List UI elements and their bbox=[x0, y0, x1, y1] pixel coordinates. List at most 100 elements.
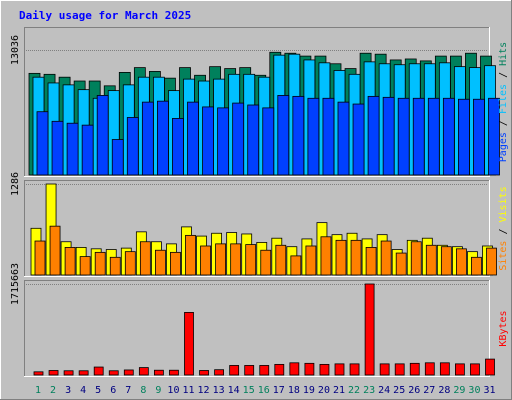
bar-kbytes-day-12 bbox=[199, 370, 209, 376]
chart-title: Daily usage for March 2025 bbox=[19, 9, 191, 22]
bar-sites-day-17 bbox=[275, 244, 287, 276]
bar-kbytes-day-5 bbox=[93, 366, 104, 376]
bar-pages-day-8 bbox=[141, 101, 154, 176]
day-label-9: 9 bbox=[155, 385, 161, 396]
legend-separator: / bbox=[498, 114, 509, 132]
day-label-13: 13 bbox=[213, 385, 225, 396]
bar-sites-day-11 bbox=[185, 234, 196, 276]
bar-kbytes-day-8 bbox=[138, 367, 149, 376]
bar-pages-day-5 bbox=[96, 95, 109, 176]
bar-pages-day-20 bbox=[322, 97, 335, 176]
day-label-18: 18 bbox=[288, 385, 300, 396]
bar-pages-day-14 bbox=[232, 102, 245, 176]
bar-kbytes-day-31 bbox=[485, 358, 495, 376]
day-label-30: 30 bbox=[468, 385, 480, 396]
max-value-label: 1715663 bbox=[10, 263, 21, 305]
legend-separator: / bbox=[498, 66, 509, 84]
bar-sites-day-1 bbox=[34, 240, 46, 276]
legend-2: Sites / Visits bbox=[498, 186, 509, 270]
bar-sites-day-28 bbox=[440, 246, 452, 276]
bar-sites-day-25 bbox=[395, 252, 407, 276]
bar-pages-day-7 bbox=[126, 117, 139, 176]
bar-sites-day-24 bbox=[380, 240, 392, 276]
bar-pages-day-22 bbox=[352, 103, 365, 176]
bar-kbytes-day-15 bbox=[244, 365, 255, 376]
day-label-12: 12 bbox=[198, 385, 210, 396]
bar-kbytes-day-2 bbox=[48, 370, 59, 376]
bar-kbytes-day-14 bbox=[229, 365, 240, 376]
bar-sites-day-20 bbox=[320, 236, 332, 276]
bar-sites-day-10 bbox=[170, 251, 181, 276]
bar-sites-day-21 bbox=[335, 239, 347, 276]
max-value-label: 1286 bbox=[10, 172, 21, 196]
legend-entry-hits: Hits bbox=[498, 42, 509, 66]
day-label-26: 26 bbox=[408, 385, 420, 396]
bar-pages-day-9 bbox=[156, 100, 169, 176]
bar-sites-day-2 bbox=[49, 225, 61, 276]
max-value-label: 13036 bbox=[10, 35, 21, 65]
bar-pages-day-16 bbox=[262, 107, 275, 176]
bar-kbytes-day-25 bbox=[394, 363, 405, 376]
day-label-31: 31 bbox=[483, 385, 495, 396]
day-label-15: 15 bbox=[243, 385, 255, 396]
day-label-24: 24 bbox=[378, 385, 390, 396]
bar-sites-day-4 bbox=[79, 256, 91, 276]
legend-entry-visits: Visits bbox=[498, 186, 509, 222]
day-label-2: 2 bbox=[50, 385, 56, 396]
bar-kbytes-day-28 bbox=[439, 362, 450, 376]
legend-entry-pages: Pages bbox=[498, 132, 509, 162]
bar-sites-day-23 bbox=[365, 247, 377, 276]
day-label-7: 7 bbox=[125, 385, 131, 396]
day-label-6: 6 bbox=[110, 385, 116, 396]
bar-pages-day-3 bbox=[66, 122, 79, 176]
day-label-22: 22 bbox=[348, 385, 360, 396]
bar-sites-day-18 bbox=[290, 255, 302, 276]
bar-kbytes-day-16 bbox=[259, 365, 270, 376]
bar-sites-day-6 bbox=[109, 256, 121, 276]
bar-kbytes-day-27 bbox=[424, 362, 435, 376]
bar-pages-day-31 bbox=[488, 97, 500, 176]
bar-pages-day-15 bbox=[247, 104, 260, 176]
panel-3: 1715663 KBytes bbox=[10, 263, 509, 377]
bar-kbytes-day-21 bbox=[334, 363, 345, 376]
day-axis: 1 2 3 4 5 6 7 8 9 10 11 12 13 14 15 16 17 18 19 20 21 22 23 24 2… bbox=[35, 385, 496, 396]
legend-entry-files: Files bbox=[498, 84, 509, 114]
bar-kbytes-day-24 bbox=[379, 363, 390, 376]
bar-pages-day-18 bbox=[292, 95, 305, 176]
day-label-19: 19 bbox=[303, 385, 315, 396]
bar-kbytes-day-30 bbox=[470, 363, 480, 376]
bar-kbytes-day-23 bbox=[364, 283, 375, 376]
bar-sites-day-3 bbox=[64, 247, 76, 276]
bar-sites-day-7 bbox=[124, 251, 136, 276]
day-label-14: 14 bbox=[228, 385, 240, 396]
bar-pages-day-23 bbox=[367, 95, 380, 176]
bar-kbytes-day-10 bbox=[169, 369, 179, 376]
panel-1: 13036 Pages / Files / Hits bbox=[10, 27, 509, 177]
bar-pages-day-13 bbox=[217, 107, 230, 176]
day-label-8: 8 bbox=[140, 385, 146, 396]
bar-kbytes-day-9 bbox=[153, 369, 164, 376]
legend-entry-sites: Sites bbox=[498, 241, 509, 271]
bar-sites-day-9 bbox=[154, 249, 166, 276]
bar-pages-day-4 bbox=[81, 124, 94, 176]
legend-1: Pages / Files / Hits bbox=[498, 42, 509, 162]
bar-kbytes-day-3 bbox=[63, 370, 74, 376]
bar-kbytes-day-22 bbox=[349, 363, 360, 376]
bar-kbytes-day-13 bbox=[214, 369, 225, 376]
legend-entry-kbytes: KBytes bbox=[498, 310, 509, 346]
bar-sites-day-29 bbox=[455, 248, 467, 276]
bar-sites-day-26 bbox=[410, 241, 422, 276]
bar-sites-day-14 bbox=[230, 243, 242, 276]
day-label-16: 16 bbox=[258, 385, 270, 396]
day-label-23: 23 bbox=[363, 385, 375, 396]
bar-pages-day-24 bbox=[382, 96, 395, 176]
day-label-3: 3 bbox=[65, 385, 71, 396]
bar-kbytes-day-26 bbox=[409, 362, 420, 376]
bar-kbytes-day-11 bbox=[184, 312, 194, 376]
bar-pages-day-17 bbox=[277, 95, 290, 176]
bar-pages-day-29 bbox=[457, 98, 470, 176]
legend-3: KBytes bbox=[498, 310, 509, 346]
bar-kbytes-day-17 bbox=[274, 363, 285, 376]
bar-pages-day-12 bbox=[202, 106, 214, 176]
